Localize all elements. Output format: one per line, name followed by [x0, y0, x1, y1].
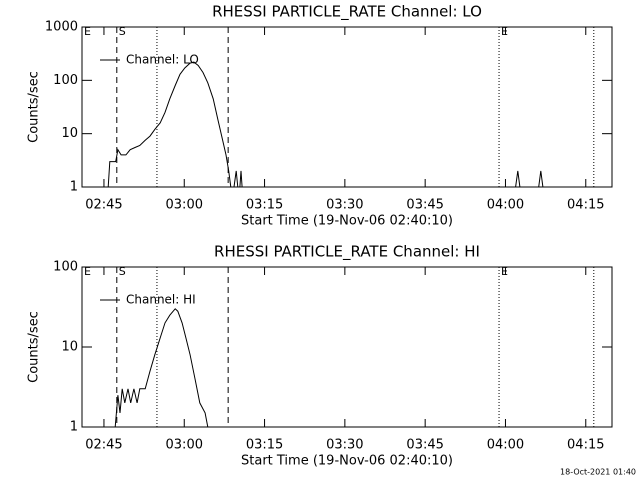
chart-title: RHESSI PARTICLE_RATE Channel: HI: [214, 243, 480, 262]
chart-title: RHESSI PARTICLE_RATE Channel: LO: [212, 3, 482, 22]
x-tick-label: 03:30: [326, 438, 363, 453]
y-tick-label: 10: [61, 126, 78, 141]
x-tick-label: 04:15: [567, 198, 604, 213]
plot-frame: [81, 26, 613, 188]
data-line: [114, 308, 209, 428]
y-tick-label: 100: [53, 260, 78, 275]
y-tick-label: 1: [70, 180, 78, 195]
x-axis-label: Start Time (19-Nov-06 02:40:10): [241, 214, 453, 229]
marker-label: E: [501, 25, 508, 38]
marker-label: S: [119, 25, 126, 38]
x-tick-label: 03:45: [406, 198, 443, 213]
marker-label: E: [501, 265, 508, 278]
marker-label: E: [84, 265, 91, 278]
plot-frame: [81, 266, 613, 428]
legend-label: Channel: HI: [126, 293, 196, 307]
x-tick-label: 03:15: [246, 198, 283, 213]
y-axis-label: Counts/sec: [27, 71, 42, 143]
x-tick-label: 04:00: [487, 438, 524, 453]
marker-label: S: [119, 265, 126, 278]
y-tick-label: 1000: [45, 20, 78, 35]
x-tick-label: 03:00: [166, 198, 203, 213]
x-tick-label: 03:00: [166, 438, 203, 453]
marker-label: E: [84, 25, 91, 38]
x-tick-label: 03:15: [246, 438, 283, 453]
x-tick-label: 02:45: [85, 438, 122, 453]
x-tick-label: 02:45: [85, 198, 122, 213]
x-tick-label: 03:30: [326, 198, 363, 213]
y-tick-label: 1: [70, 420, 78, 435]
legend-label: Channel: LO: [126, 53, 199, 67]
y-tick-label: 10: [61, 340, 78, 355]
x-tick-label: 03:45: [406, 438, 443, 453]
y-axis-label: Counts/sec: [27, 311, 42, 383]
timestamp: 18-Oct-2021 01:40: [560, 468, 636, 477]
data-line: [107, 61, 544, 188]
x-axis-label: Start Time (19-Nov-06 02:40:10): [241, 454, 453, 469]
x-tick-label: 04:00: [487, 198, 524, 213]
y-tick-label: 100: [53, 73, 78, 88]
x-tick-label: 04:15: [567, 438, 604, 453]
